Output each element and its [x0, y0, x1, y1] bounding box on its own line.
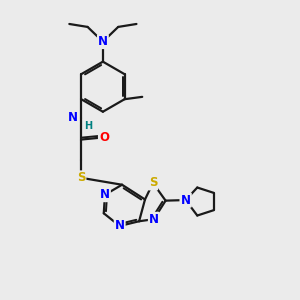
- Text: N: N: [115, 220, 125, 232]
- Text: N: N: [100, 188, 110, 201]
- Text: N: N: [181, 194, 190, 207]
- Text: N: N: [68, 111, 78, 124]
- Text: S: S: [77, 171, 86, 184]
- Text: H: H: [84, 121, 92, 131]
- Text: O: O: [99, 131, 109, 144]
- Text: N: N: [149, 213, 159, 226]
- Text: N: N: [98, 35, 108, 48]
- Text: N: N: [181, 194, 190, 207]
- Text: S: S: [149, 176, 157, 190]
